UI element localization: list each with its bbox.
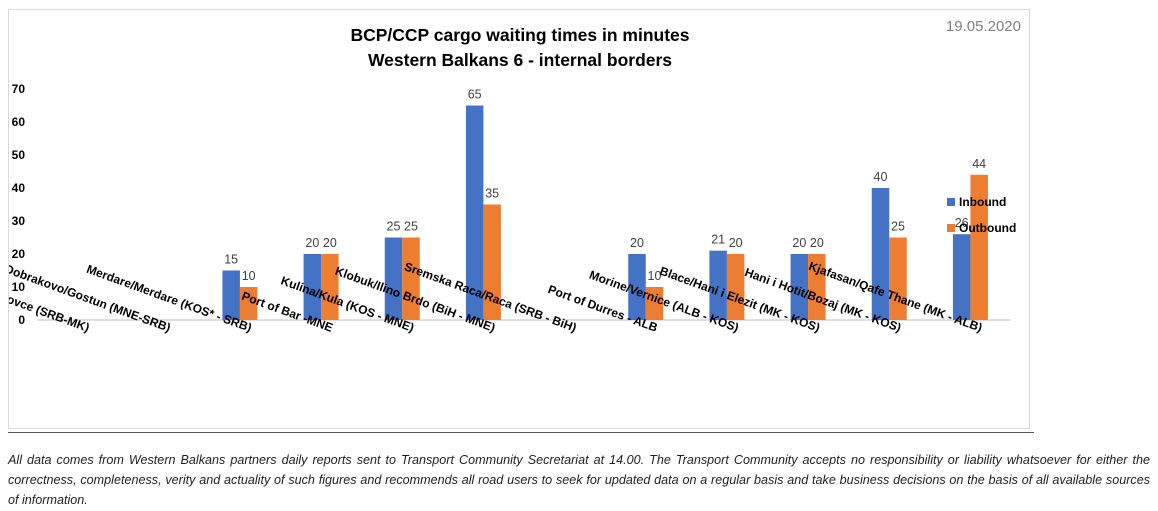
bar-outbound — [321, 254, 339, 320]
data-label-outbound: 10 — [242, 269, 256, 283]
data-label-outbound: 10 — [648, 269, 662, 283]
bar-outbound — [483, 204, 501, 320]
data-label-inbound: 21 — [711, 233, 725, 247]
data-label-inbound: 20 — [630, 236, 644, 250]
data-label-inbound: 20 — [305, 236, 319, 250]
legend-label-inbound: Inbound — [959, 195, 1006, 209]
data-label-outbound: 44 — [972, 157, 986, 171]
bar-chart: 19.05.2020 BCP/CCP cargo waiting times i… — [9, 18, 1021, 335]
bar-outbound — [726, 254, 745, 320]
bar-outbound — [970, 174, 988, 320]
y-tick-label: 70 — [12, 82, 26, 96]
disclaimer-text: All data comes from Western Balkans part… — [8, 453, 1150, 507]
bar-inbound — [628, 254, 646, 320]
y-tick-label: 50 — [12, 148, 26, 162]
data-label-outbound: 25 — [891, 220, 905, 234]
bar-outbound — [239, 287, 258, 320]
data-label-inbound: 25 — [387, 220, 401, 234]
data-label-outbound: 35 — [485, 187, 499, 201]
bar-inbound — [384, 237, 403, 320]
data-label-inbound: 26 — [955, 216, 969, 230]
legend-swatch-inbound — [947, 198, 955, 206]
bar-outbound — [808, 254, 826, 320]
bar-inbound — [222, 270, 240, 320]
chart-frame: 19.05.2020 BCP/CCP cargo waiting times i… — [8, 9, 1030, 429]
bar-inbound — [709, 250, 727, 320]
bar-outbound — [402, 237, 420, 320]
data-label-outbound: 25 — [404, 220, 418, 234]
y-tick-label: 40 — [12, 181, 26, 195]
data-label-outbound: 20 — [810, 236, 824, 250]
data-label-inbound: 15 — [224, 253, 238, 267]
bar-outbound — [645, 287, 664, 320]
legend-label-outbound: Outbound — [959, 221, 1016, 235]
y-tick-label: 0 — [18, 313, 25, 327]
data-label-inbound: 65 — [468, 88, 482, 102]
chart-title-line: BCP/CCP cargo waiting times in minutes — [350, 25, 689, 45]
data-label-outbound: 20 — [323, 236, 337, 250]
bar-inbound — [303, 254, 322, 320]
data-label-outbound: 20 — [729, 236, 743, 250]
y-tick-label: 20 — [12, 247, 26, 261]
y-tick-label: 30 — [12, 214, 26, 228]
chart-date: 19.05.2020 — [946, 18, 1021, 35]
separator-line — [8, 432, 1034, 433]
chart-title-line: Western Balkans 6 - internal borders — [368, 50, 672, 70]
bar-inbound — [465, 105, 484, 320]
data-label-inbound: 40 — [874, 170, 888, 184]
bar-inbound — [871, 188, 890, 320]
legend-swatch-outbound — [947, 224, 955, 232]
bar-inbound — [790, 254, 809, 320]
y-tick-label: 60 — [12, 115, 26, 129]
bar-inbound — [952, 234, 971, 320]
y-tick-label: 10 — [12, 280, 26, 294]
data-label-inbound: 20 — [792, 236, 806, 250]
bar-outbound — [889, 237, 907, 320]
